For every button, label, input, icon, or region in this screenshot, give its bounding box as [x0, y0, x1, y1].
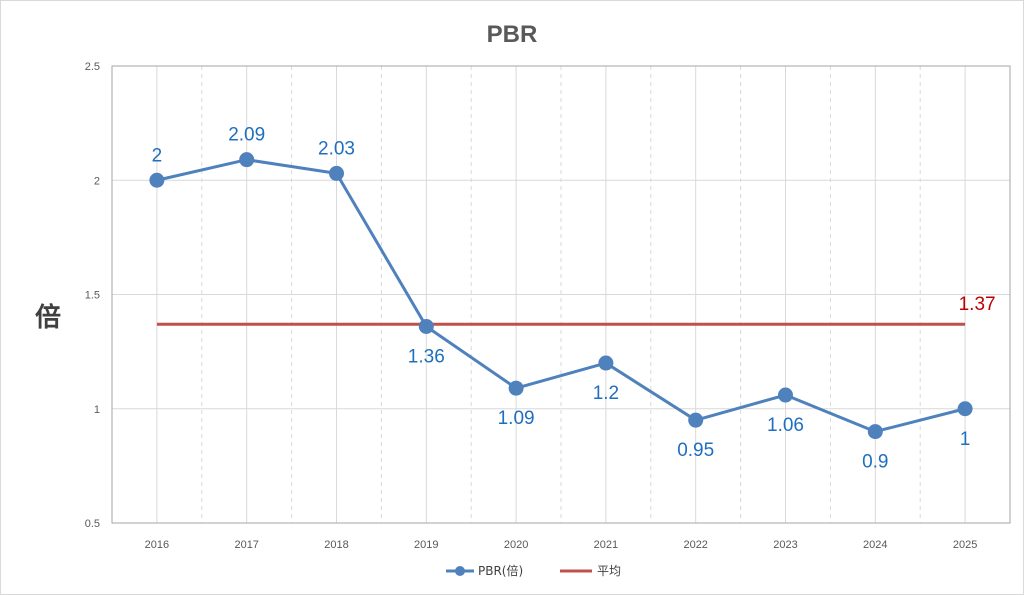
y-tick-labels: 0.5 1 1.5 2 2.5: [85, 61, 100, 530]
x-tick-label: 2023: [773, 539, 797, 551]
pbr-point: [149, 172, 165, 188]
pbr-point: [778, 387, 793, 403]
pbr-point: [239, 152, 255, 168]
pbr-data-label: 0.9: [862, 452, 888, 473]
pbr-point: [418, 318, 434, 334]
y-tick-label: 2: [94, 175, 100, 187]
x-tick-label: 2017: [234, 539, 258, 551]
plot-area: [111, 65, 1011, 524]
y-tick-label: 1: [94, 404, 100, 416]
pbr-data-label: 1.36: [408, 346, 445, 367]
x-tick-label: 2021: [594, 539, 618, 551]
data-labels: 1.37 2 2.09 2.03 1.36 1.09 1.2 0.95 1.06 0.9 1: [152, 125, 996, 473]
y-tick-label: 2.5: [85, 61, 100, 73]
pbr-point: [508, 380, 524, 396]
pbr-point: [867, 424, 883, 440]
y-tick-label: 1.5: [85, 290, 100, 302]
x-tick-label: 2024: [863, 539, 887, 551]
average-data-label: 1.37: [959, 294, 996, 315]
pbr-line: [156, 158, 966, 434]
pbr-data-label: 2: [152, 145, 163, 166]
pbr-point: [957, 401, 973, 417]
pbr-data-label: 1: [960, 429, 971, 450]
x-tick-label: 2016: [145, 539, 169, 551]
legend-label-pbr: PBR(倍): [478, 563, 523, 578]
pbr-data-label: 2.09: [228, 125, 265, 146]
x-tick-label: 2022: [683, 539, 707, 551]
pbr-data-label: 1.09: [498, 408, 535, 429]
pbr-data-label: 0.95: [677, 440, 714, 461]
x-tick-labels: 2016 2017 2018 2019 2020 2021 2022 2023 2024 2025: [145, 539, 978, 551]
pbr-data-label: 2.03: [318, 138, 355, 159]
series-layer: [149, 152, 973, 440]
y-axis-label: 倍: [35, 302, 61, 333]
x-tick-label: 2019: [414, 539, 438, 551]
pbr-data-label: 1.06: [767, 415, 804, 436]
x-tick-label: 2020: [504, 539, 528, 551]
y-tick-label: 0.5: [85, 518, 100, 530]
x-tick-label: 2025: [953, 539, 977, 551]
pbr-data-label: 1.2: [593, 383, 619, 404]
x-tick-label: 2018: [324, 539, 348, 551]
chart-title: PBR: [487, 21, 538, 48]
pbr-point: [688, 412, 704, 428]
pbr-point: [598, 355, 614, 371]
pbr-point: [329, 165, 344, 181]
legend-dot-pbr: [455, 566, 465, 576]
legend: PBR(倍) 平均: [446, 563, 621, 578]
legend-label-average: 平均: [597, 564, 621, 578]
